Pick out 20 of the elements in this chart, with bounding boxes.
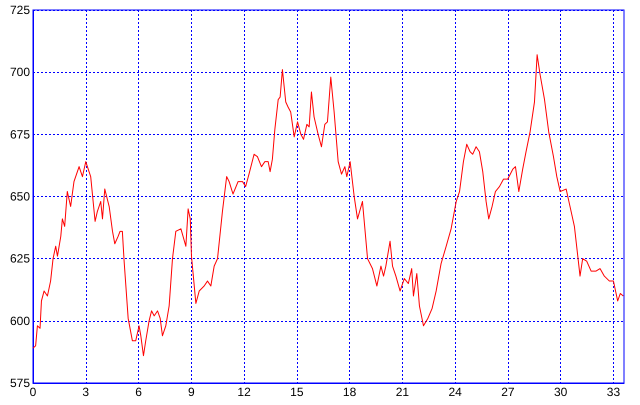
x-tick-label: 24 <box>448 385 462 399</box>
y-tick-label: 625 <box>10 252 30 266</box>
x-tick-label: 18 <box>342 385 357 399</box>
line-series <box>32 54 624 356</box>
y-tick-label: 700 <box>10 65 30 80</box>
y-tick-label: 675 <box>10 127 30 142</box>
x-tick-label: 3 <box>82 385 90 399</box>
y-tick-label: 650 <box>10 190 30 204</box>
x-tick-label: 21 <box>396 385 410 399</box>
y-tick-label: 575 <box>10 376 30 390</box>
x-tick-label: 12 <box>237 385 252 399</box>
x-tick-label: 33 <box>606 385 620 399</box>
x-tick-label: 0 <box>30 385 37 399</box>
y-tick-label: 600 <box>10 314 30 328</box>
x-tick-label: 15 <box>290 385 304 399</box>
y-tick-label: 725 <box>10 3 30 17</box>
x-tick-label: 6 <box>135 385 142 399</box>
x-tick-label: 9 <box>188 385 195 399</box>
x-tick-label: 27 <box>501 385 515 399</box>
x-tick-label: 30 <box>554 385 568 399</box>
